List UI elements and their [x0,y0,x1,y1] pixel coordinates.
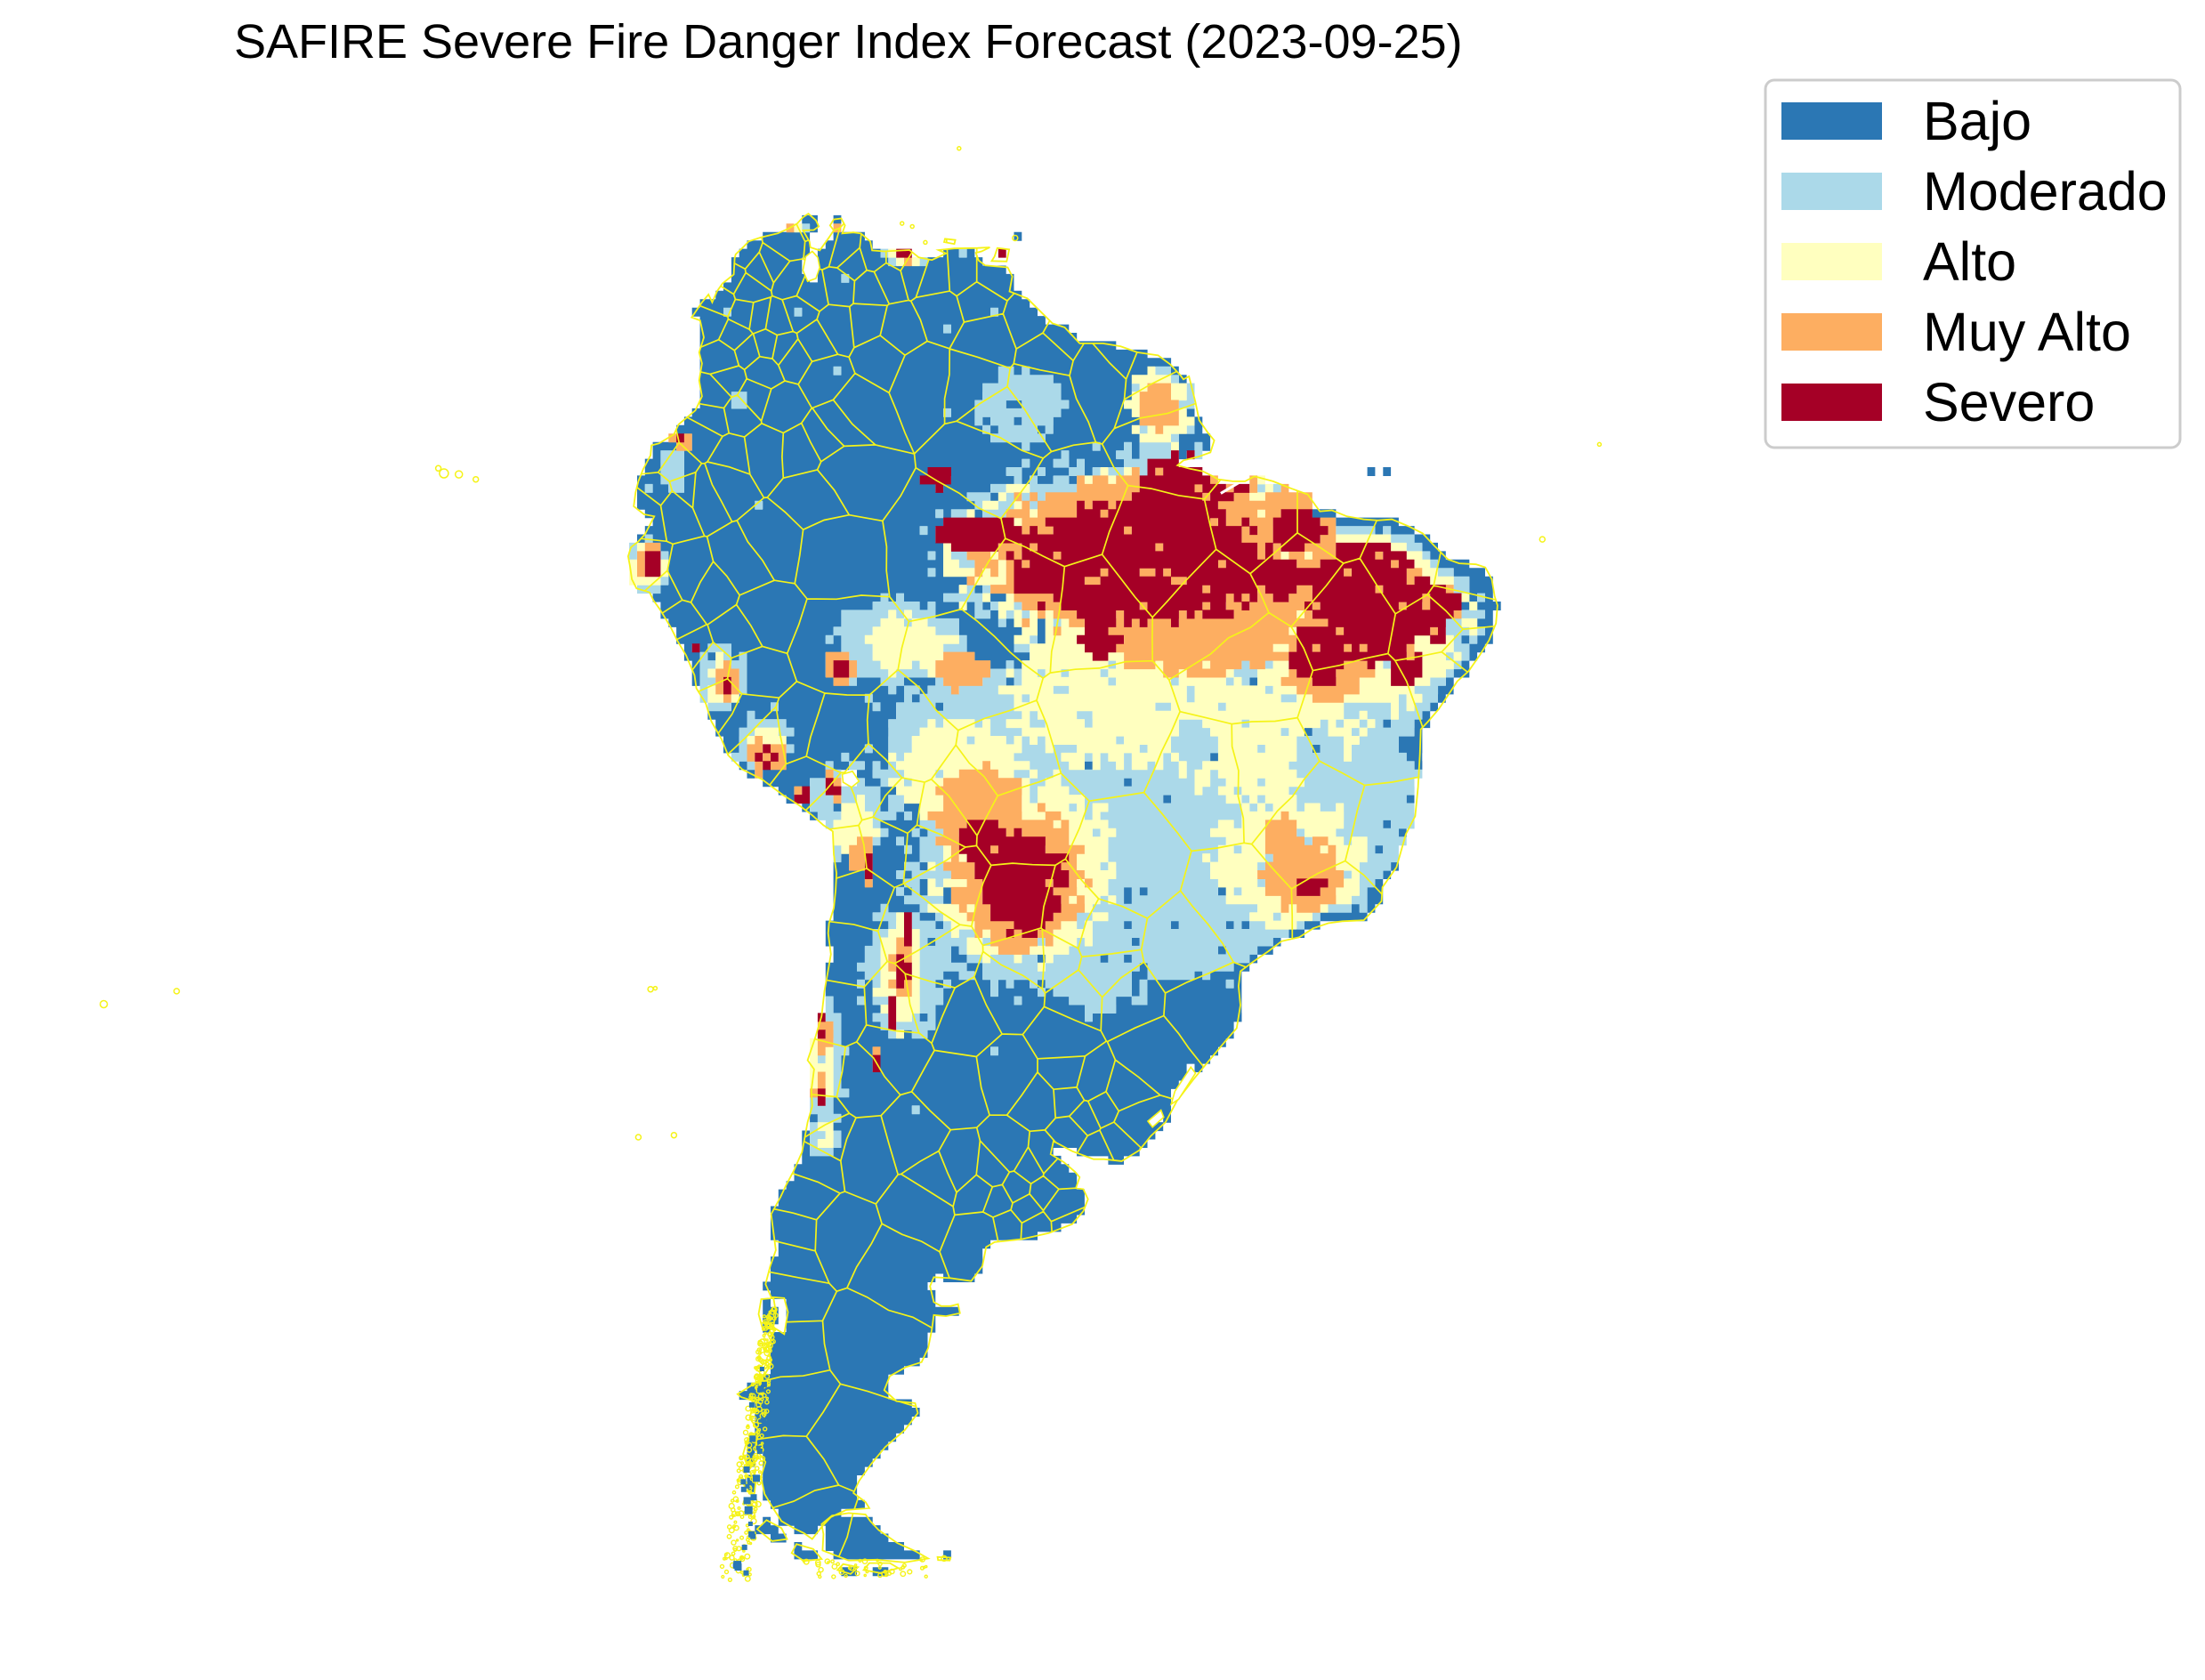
svg-text:Severo: Severo [1923,372,2095,432]
svg-text:Muy Alto: Muy Alto [1923,302,2131,362]
svg-text:Moderado: Moderado [1923,161,2168,222]
svg-text:SAFIRE Severe Fire Danger Inde: SAFIRE Severe Fire Danger Index Forecast… [234,15,1463,69]
svg-text:Bajo: Bajo [1923,91,2031,151]
svg-text:Alto: Alto [1923,231,2016,292]
